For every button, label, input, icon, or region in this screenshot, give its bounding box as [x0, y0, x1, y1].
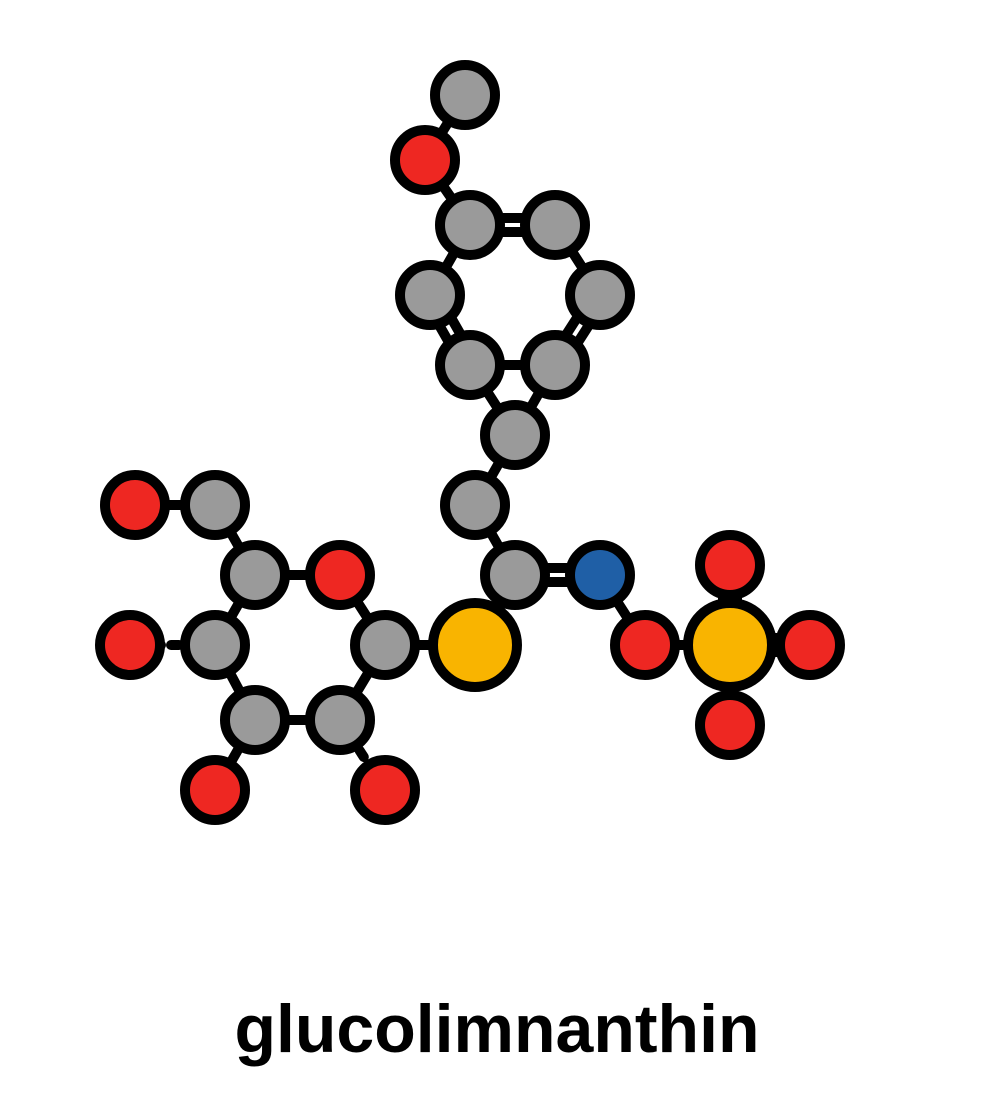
atom-c — [185, 615, 245, 675]
atom-c — [525, 335, 585, 395]
atom-c — [440, 335, 500, 395]
atom-c — [440, 195, 500, 255]
atom-c — [485, 545, 545, 605]
atom-c — [225, 690, 285, 750]
atom-o — [310, 545, 370, 605]
atom-o — [615, 615, 675, 675]
atom-s — [688, 603, 772, 687]
atom-o — [700, 695, 760, 755]
atom-o — [355, 760, 415, 820]
atom-o — [700, 535, 760, 595]
atom-c — [525, 195, 585, 255]
atom-c — [185, 475, 245, 535]
atom-c — [355, 615, 415, 675]
atom-n — [570, 545, 630, 605]
atom-c — [310, 690, 370, 750]
atom-c — [435, 65, 495, 125]
atom-o — [185, 760, 245, 820]
atom-c — [400, 265, 460, 325]
atom-c — [485, 405, 545, 465]
molecule-diagram — [0, 0, 994, 1100]
atom-o — [395, 130, 455, 190]
atom-c — [445, 475, 505, 535]
molecule-name: glucolimnanthin — [0, 990, 994, 1068]
atom-o — [780, 615, 840, 675]
atom-c — [570, 265, 630, 325]
atom-s — [433, 603, 517, 687]
atom-o — [100, 615, 160, 675]
atom-o — [105, 475, 165, 535]
atom-c — [225, 545, 285, 605]
